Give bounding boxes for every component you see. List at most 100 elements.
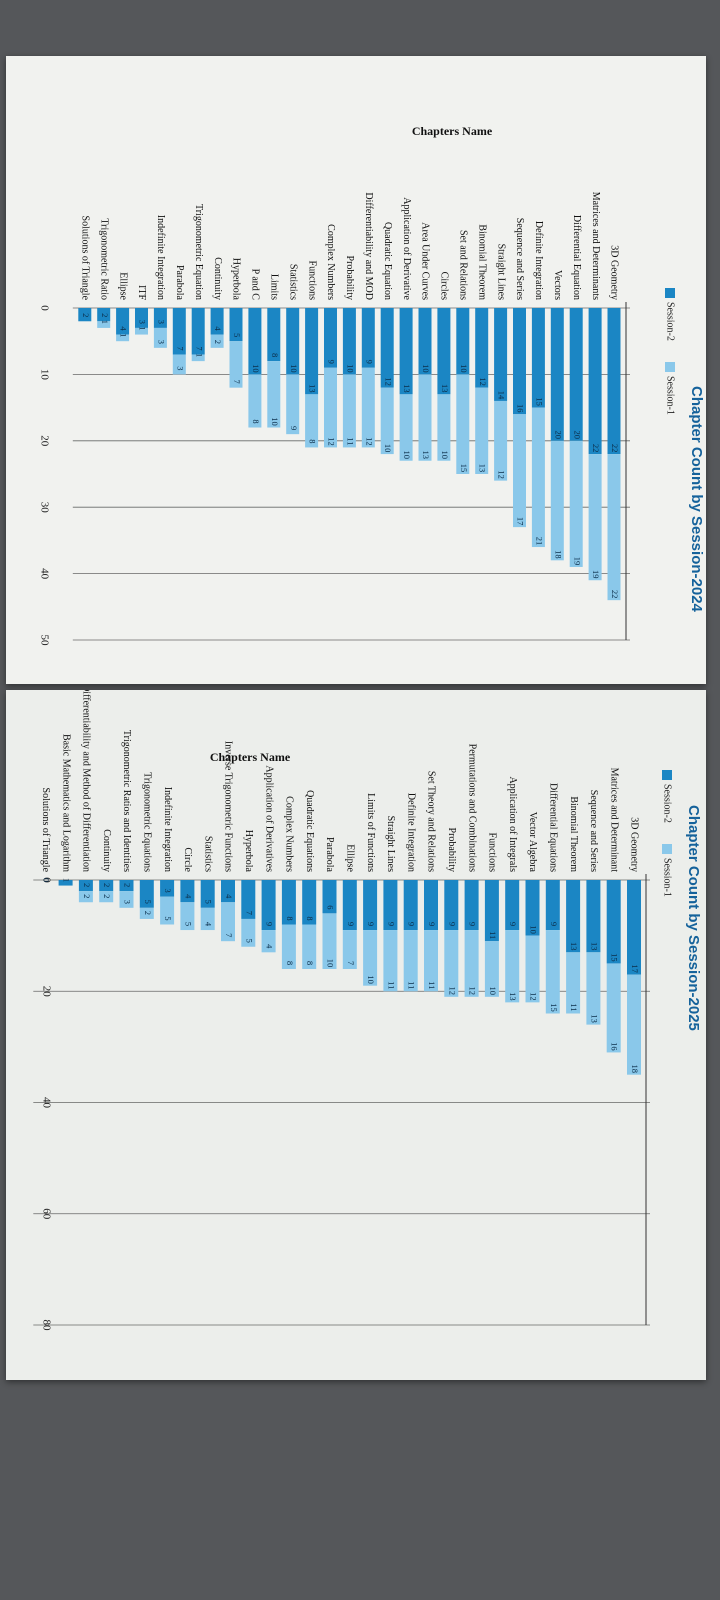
data-label-session-1: 22: [610, 590, 620, 599]
bar-session-2: [261, 880, 276, 931]
bar-session-1: [525, 935, 540, 1003]
data-label-session-1: 10: [366, 975, 376, 984]
x-tick-label: 0: [38, 305, 50, 311]
bar-session-1: [305, 394, 319, 448]
data-label-session-1: 13: [421, 450, 431, 459]
bar-session-2: [78, 308, 92, 322]
data-label-session-2: 22: [591, 444, 601, 453]
data-label-session-1: 2: [143, 911, 153, 915]
data-label-session-1: 11: [345, 437, 355, 445]
data-label-session-2: 3: [163, 889, 173, 893]
bar-session-2: [139, 880, 154, 908]
bar-session-2: [550, 308, 564, 441]
bar-session-1: [456, 374, 470, 474]
bar-session-2: [475, 308, 489, 388]
category-label: Probability: [446, 828, 457, 872]
bar-session-2: [363, 880, 378, 931]
data-label-session-1: 10: [402, 450, 412, 459]
bar-session-1: [97, 321, 111, 328]
category-label: Trigonometric Ratios and Identities: [121, 730, 132, 872]
data-label-session-2: 6: [326, 905, 336, 909]
bar-session-1: [302, 924, 317, 969]
x-tick-label: 50: [38, 635, 50, 647]
data-label-session-2: 2: [100, 313, 110, 317]
data-label-session-1: 1: [119, 333, 129, 337]
data-label-session-1: 13: [589, 1014, 599, 1023]
bar-session-2: [119, 880, 134, 892]
bar-session-1: [475, 387, 489, 474]
data-label-session-1: 10: [270, 417, 280, 426]
data-label-session-1: 1: [138, 326, 148, 330]
category-label: Continuity: [212, 257, 223, 300]
bar-session-2: [437, 308, 451, 395]
data-label-session-2: 2: [123, 883, 133, 887]
bar-session-2: [607, 308, 621, 455]
bar-session-2: [324, 308, 337, 368]
category-label: Differentiability and Method of Differen…: [81, 690, 92, 872]
bar-session-2: [153, 308, 167, 328]
chart-title: Chapter Count by Session-2024: [688, 386, 705, 613]
bar-session-2: [342, 880, 357, 931]
bar-session-1: [588, 454, 602, 581]
bar-session-1: [383, 930, 398, 992]
data-label-session-1: 10: [326, 959, 336, 968]
bar-session-2: [210, 308, 224, 335]
bar-session-1: [361, 367, 375, 448]
bar-session-2: [418, 308, 432, 375]
bar-session-2: [281, 880, 296, 925]
bar-session-2: [569, 308, 583, 441]
category-label: Permutations and Combinations: [466, 744, 477, 872]
bar-session-1: [99, 891, 114, 903]
bar-session-1: [494, 400, 508, 481]
bar-session-2: [484, 880, 499, 942]
data-label-session-2: 11: [488, 931, 498, 939]
data-label-session-1: 13: [508, 992, 518, 1001]
category-label: Application of Derivative: [401, 197, 412, 300]
data-label-session-1: 3: [175, 366, 185, 370]
bar-session-1: [424, 930, 438, 992]
bar-session-2: [267, 308, 281, 362]
data-label-session-2: 1: [62, 878, 72, 882]
data-label-session-2: 17: [630, 964, 640, 973]
data-label-session-2: 10: [345, 364, 355, 373]
data-label-session-2: 9: [508, 922, 518, 926]
category-label: Complex Numbers: [325, 224, 336, 300]
bar-session-2: [191, 308, 205, 355]
data-label-session-1: 3: [156, 340, 166, 344]
data-label-session-2: 13: [440, 384, 450, 393]
bar-session-2: [342, 308, 356, 375]
category-label: Straight Lines: [385, 816, 396, 872]
bar-session-1: [569, 440, 583, 567]
legend-swatch-session-1: [662, 844, 672, 854]
data-label-session-2: 10: [251, 364, 261, 373]
bar-session-2: [361, 308, 375, 368]
category-label: Set and Relations: [458, 230, 469, 300]
bar-session-1: [586, 952, 601, 1025]
bar-session-1: [139, 907, 154, 919]
data-label-session-2: 8: [285, 916, 295, 920]
category-axis-label: Chapters Name: [412, 124, 493, 138]
data-label-session-2: 3: [138, 320, 148, 324]
data-label-session-1: 4: [204, 922, 214, 927]
bar-session-1: [286, 374, 300, 435]
bar-session-1: [545, 930, 560, 1014]
bar-session-1: [606, 963, 621, 1053]
category-label: Solutions of Triangle: [40, 788, 51, 873]
data-label-session-1: 12: [468, 987, 478, 996]
data-label-session-1: 19: [591, 570, 601, 579]
bar-session-1: [627, 974, 641, 1075]
x-tick-label: 60: [40, 1208, 52, 1220]
data-label-session-1: 7: [346, 961, 356, 965]
bar-session-2: [606, 880, 621, 964]
category-label: Matrices and Determinant: [608, 768, 619, 873]
data-label-session-2: 9: [386, 922, 396, 926]
category-label: Indefinite Integration: [155, 215, 166, 300]
data-label-session-2: 12: [383, 377, 393, 386]
data-label-session-1: 12: [327, 437, 337, 446]
data-label-session-2: 9: [265, 922, 275, 926]
bar-session-1: [513, 414, 526, 528]
data-label-session-1: 13: [478, 464, 488, 473]
category-label: Inverse Trigonometric Functions: [223, 741, 234, 872]
category-label: Limits: [269, 274, 280, 300]
bar-session-1: [153, 327, 167, 348]
